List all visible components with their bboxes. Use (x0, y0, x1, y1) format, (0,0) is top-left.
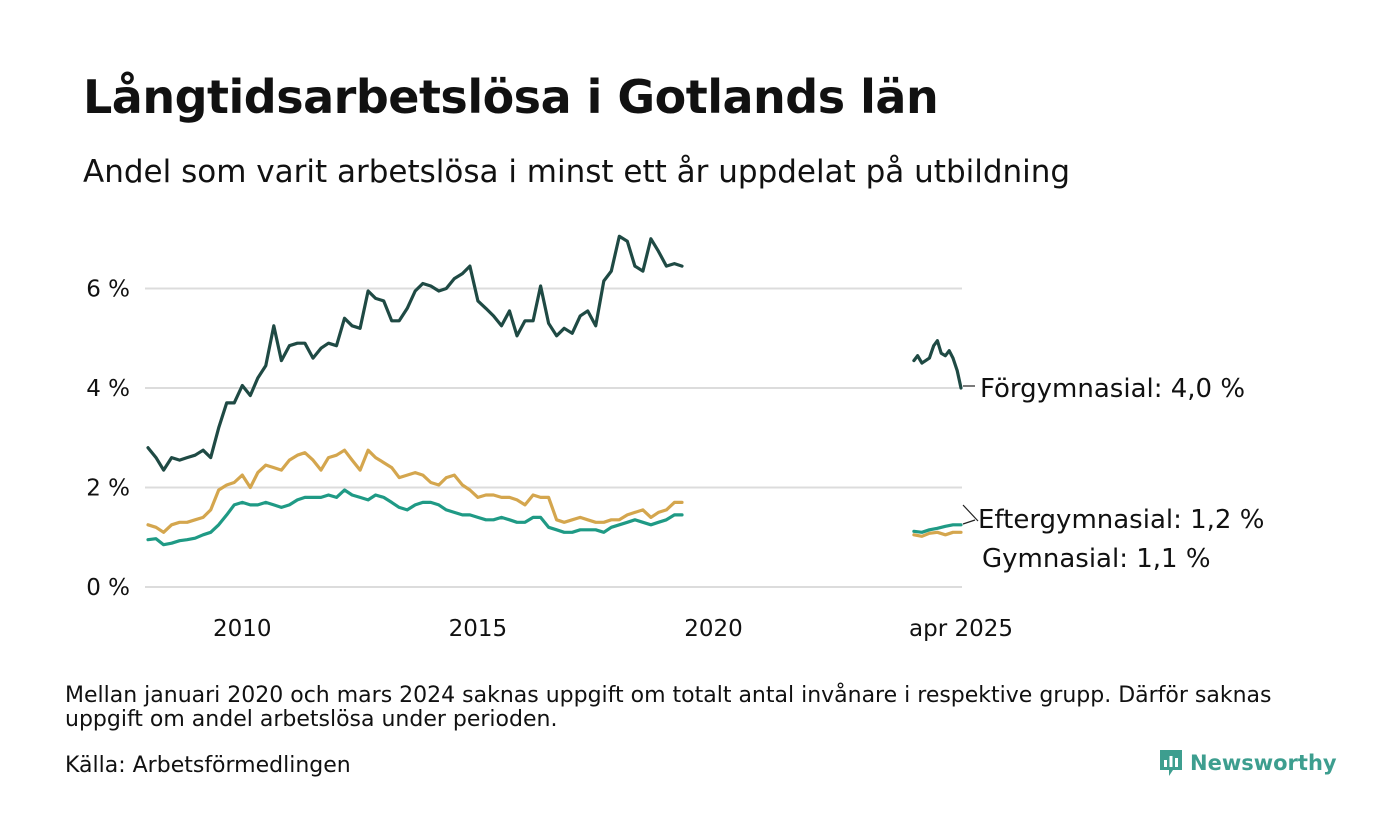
y-tick-label: 4 % (86, 376, 130, 402)
footnote: Mellan januari 2020 och mars 2024 saknas… (65, 683, 1272, 732)
x-tick-label: 2010 (213, 616, 272, 642)
line-chart: 0 % 2 % 4 % 6 % 2010 2015 2020 apr 2025 Förgym… (86, 234, 1264, 642)
label-leader-line (962, 504, 979, 522)
series-lines (146, 234, 963, 547)
x-axis-ticks: 2010 2015 2020 apr 2025 (213, 616, 1013, 642)
series-line-förgymnasial (146, 234, 684, 472)
series-line-eftergymnasial (146, 488, 684, 547)
x-tick-label: 2020 (684, 616, 743, 642)
newsworthy-logo-icon (1160, 750, 1182, 776)
brand-name: Newsworthy (1190, 751, 1337, 775)
series-line-gymnasial (146, 448, 684, 534)
series-end-label: Gymnasial: 1,1 % (982, 544, 1211, 574)
series-end-label: Förgymnasial: 4,0 % (980, 374, 1245, 404)
end-labels: Förgymnasial: 4,0 % Eftergymnasial: 1,2 %… (962, 374, 1264, 574)
y-tick-label: 6 % (86, 277, 130, 303)
series-line-gymnasial (912, 530, 963, 538)
x-tick-label: apr 2025 (909, 616, 1013, 642)
brand-logo: Newsworthy (1158, 748, 1337, 778)
source-credit: Källa: Arbetsförmedlingen (65, 753, 351, 778)
y-axis-ticks: 0 % 2 % 4 % 6 % (86, 277, 130, 602)
series-end-label: Eftergymnasial: 1,2 % (978, 505, 1264, 535)
x-tick-label: 2015 (449, 616, 508, 642)
y-tick-label: 0 % (86, 575, 130, 601)
chart-title: Långtidsarbetslösa i Gotlands län (83, 70, 939, 124)
series-line-förgymnasial (912, 339, 963, 390)
y-tick-label: 2 % (86, 476, 130, 502)
chart-subtitle: Andel som varit arbetslösa i minst ett å… (83, 154, 1071, 190)
series-line-eftergymnasial (912, 523, 963, 534)
label-leader-line (962, 519, 976, 525)
gridlines (145, 287, 962, 588)
